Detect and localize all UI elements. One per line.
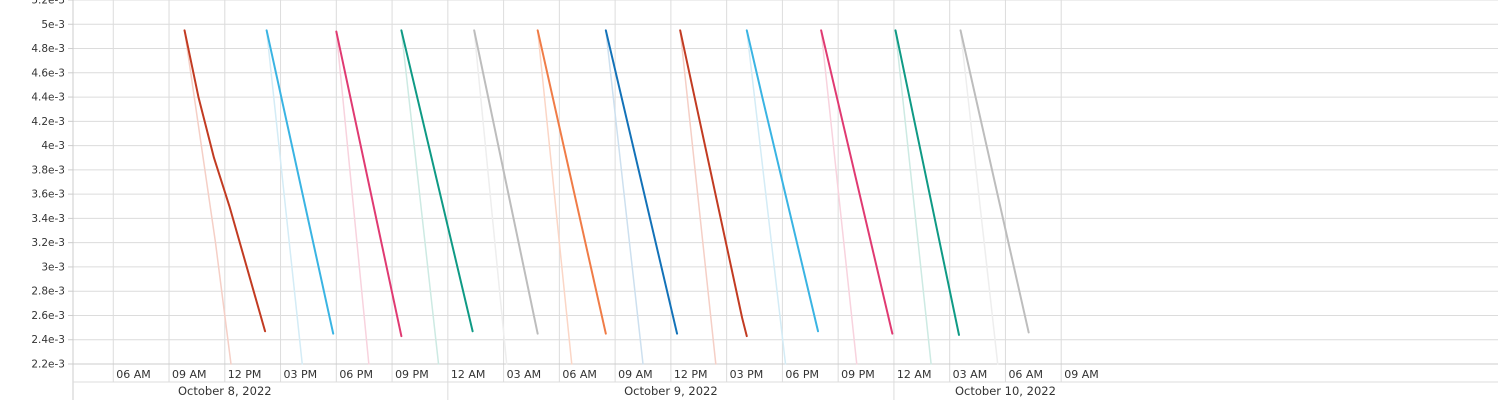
series-line xyxy=(746,29,787,365)
x-tick-label: 12 PM xyxy=(228,368,262,381)
y-tick-label: 3.8e-3 xyxy=(31,164,65,176)
y-tick-label: 5e-3 xyxy=(41,19,65,31)
series-line xyxy=(894,29,960,336)
series-lines xyxy=(183,29,1030,365)
series-line xyxy=(400,29,474,333)
series-line xyxy=(335,30,370,365)
y-tick-label: 4e-3 xyxy=(41,140,65,152)
series-line xyxy=(183,29,267,333)
y-tick-label: 2.4e-3 xyxy=(31,334,65,346)
grid xyxy=(72,0,1498,400)
day-label: October 9, 2022 xyxy=(624,384,718,398)
x-tick-label: 12 AM xyxy=(897,368,932,381)
series-line xyxy=(183,29,232,365)
series-line xyxy=(400,29,440,365)
x-tick-label: 03 AM xyxy=(507,368,542,381)
x-tick-label: 12 AM xyxy=(451,368,486,381)
series-line xyxy=(679,29,748,338)
series-line xyxy=(536,29,607,335)
day-label: October 8, 2022 xyxy=(178,384,272,398)
x-tick-label: 06 AM xyxy=(562,368,597,381)
x-tick-label: 09 AM xyxy=(172,368,207,381)
x-tick-label: 06 AM xyxy=(116,368,151,381)
series-line xyxy=(959,29,1030,334)
y-tick-label: 3.4e-3 xyxy=(31,213,65,225)
series-line xyxy=(265,29,335,335)
series-line xyxy=(536,29,573,365)
y-tick-label: 3.2e-3 xyxy=(31,237,65,249)
y-axis: 2.2e-3 2.4e-3 2.6e-3 2.8e-3 3e-3 3.2e-3 3.4e-3… xyxy=(31,0,73,371)
x-tick-label: 09 AM xyxy=(1064,368,1099,381)
series-line xyxy=(745,29,820,333)
y-tick-label: 2.6e-3 xyxy=(31,310,65,322)
series-line xyxy=(820,29,894,335)
x-tick-label: 06 AM xyxy=(1008,368,1043,381)
series-line xyxy=(679,29,717,365)
x-tick-label: 06 PM xyxy=(785,368,819,381)
x-tick-label: 09 PM xyxy=(841,368,875,381)
x-tick-label: 03 AM xyxy=(953,368,988,381)
series-line xyxy=(894,29,932,365)
y-tick-label: 5.2e-3 xyxy=(31,0,65,7)
x-tick-label: 09 AM xyxy=(618,368,653,381)
y-tick-label: 3e-3 xyxy=(41,261,65,273)
y-tick-label: 2.2e-3 xyxy=(31,359,65,371)
y-tick-label: 4.8e-3 xyxy=(31,43,65,55)
series-line xyxy=(604,29,679,335)
series-line xyxy=(605,29,644,365)
series-line xyxy=(820,29,858,365)
x-axis: 06 AM 09 AM 12 PM 03 PM 06 PM 09 PM 12 AM 03 AM… xyxy=(116,368,1098,398)
x-tick-label: 03 PM xyxy=(730,368,764,381)
series-line xyxy=(473,29,508,365)
y-tick-label: 4.6e-3 xyxy=(31,67,65,79)
y-tick-label: 4.2e-3 xyxy=(31,116,65,128)
x-tick-label: 12 PM xyxy=(674,368,708,381)
y-tick-label: 4.4e-3 xyxy=(31,92,65,104)
series-line xyxy=(265,29,303,365)
x-tick-label: 09 PM xyxy=(395,368,429,381)
y-tick-label: 2.8e-3 xyxy=(31,286,65,298)
series-line xyxy=(473,29,539,335)
y-tick-label: 3.6e-3 xyxy=(31,189,65,201)
x-tick-label: 03 PM xyxy=(284,368,318,381)
day-label: October 10, 2022 xyxy=(955,384,1056,398)
x-tick-label: 06 PM xyxy=(339,368,373,381)
series-line xyxy=(959,29,999,365)
series-line xyxy=(335,30,403,338)
